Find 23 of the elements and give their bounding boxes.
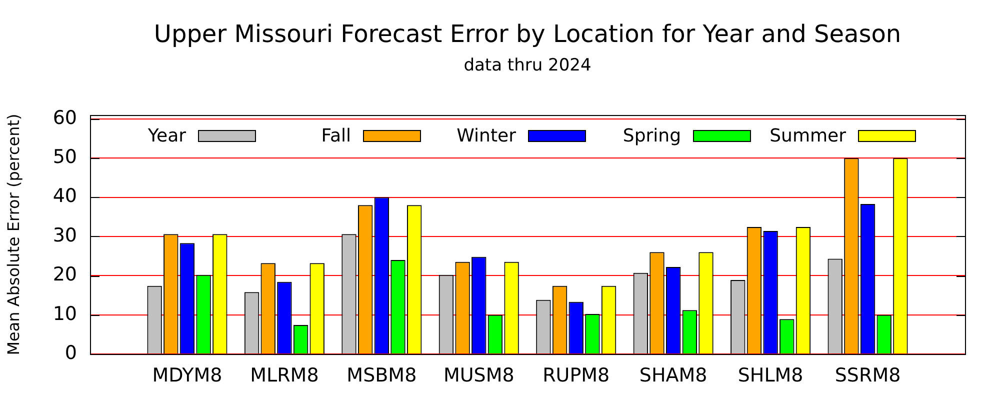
x-tick-label: MLRM8 bbox=[250, 364, 319, 386]
y-tick-label: 60 bbox=[52, 106, 77, 129]
x-tick-label: SHAM8 bbox=[639, 364, 708, 386]
legend-label: Summer bbox=[770, 126, 847, 147]
y-tick-label: 30 bbox=[52, 224, 77, 246]
x-tick-label: RUPM8 bbox=[542, 364, 610, 386]
y-tick-label: 10 bbox=[52, 302, 77, 325]
y-tick-label: 40 bbox=[52, 185, 77, 208]
y-tick-label: 0 bbox=[64, 342, 77, 364]
x-tick-label: SSRM8 bbox=[834, 364, 901, 386]
legend-label: Fall bbox=[321, 126, 351, 147]
x-tick-label: MSBM8 bbox=[346, 364, 417, 386]
x-tick-label: SHLM8 bbox=[738, 364, 804, 386]
x-tick-label: MDYM8 bbox=[152, 364, 222, 386]
legend-label: Spring bbox=[622, 126, 681, 147]
x-tick-label: MUSM8 bbox=[443, 364, 514, 386]
y-axis-title: Mean Absolute Error (percent) bbox=[4, 114, 23, 356]
chart-title: Upper Missouri Forecast Error by Location for Year and Season bbox=[154, 20, 902, 48]
legend-label: Year bbox=[146, 126, 187, 147]
y-tick-label: 50 bbox=[52, 146, 77, 168]
y-tick-label: 20 bbox=[52, 264, 77, 286]
chart-subtitle: data thru 2024 bbox=[464, 55, 592, 76]
legend-label: Winter bbox=[456, 126, 517, 147]
